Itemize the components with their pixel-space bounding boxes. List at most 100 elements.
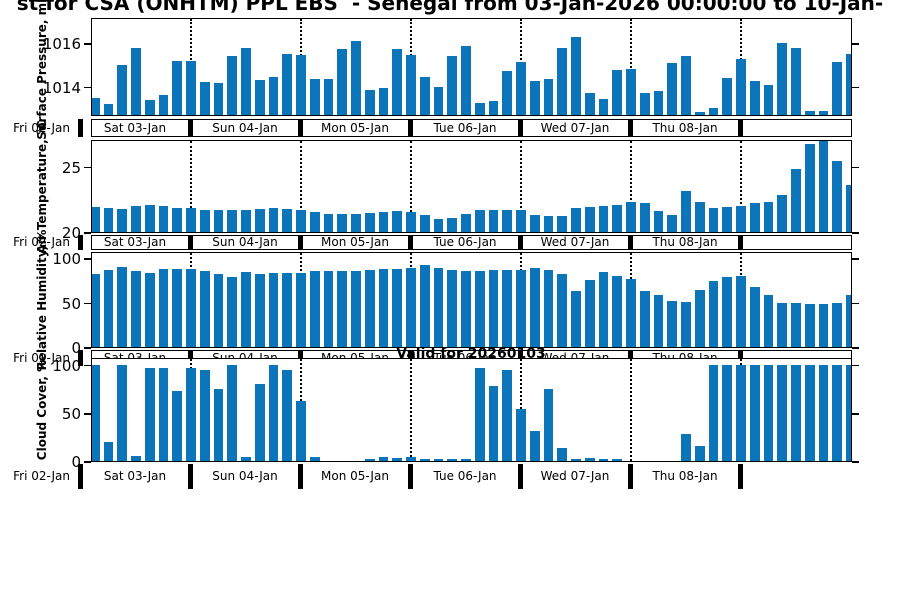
cloud-cover-bar: [254, 383, 265, 461]
surface-pressure-bar: [529, 81, 540, 115]
surface-pressure-bar: [763, 84, 774, 115]
surface-pressure-bar: [502, 71, 513, 115]
air-temperature-bar: [227, 209, 238, 232]
surface-pressure-bar: [708, 108, 719, 115]
cloud-cover-bar: [364, 459, 375, 461]
y-tick-label: 1016: [42, 35, 81, 54]
relative-humidity-bar: [323, 271, 334, 347]
cloud-cover-bar: [144, 367, 155, 461]
day-boundary-tick: [408, 119, 413, 137]
day-boundary-tick: [518, 235, 523, 250]
relative-humidity-bar: [433, 267, 444, 347]
relative-humidity-bar: [419, 265, 430, 347]
relative-humidity-bar: [571, 291, 581, 347]
day-band-label: Thu 08-Jan: [652, 469, 718, 483]
day-boundary-tick: [78, 350, 83, 366]
y-tick-mark: [84, 413, 91, 415]
air-temperature-bar: [639, 203, 650, 232]
y-tick-mark: [84, 232, 91, 234]
cloud-cover-bar: [378, 457, 389, 461]
relative-humidity-bar: [804, 304, 815, 347]
y-tick-mark: [84, 166, 91, 169]
relative-humidity-bar: [846, 294, 851, 347]
surface-pressure-bar: [364, 89, 375, 115]
left-edge-day-label: Fri 02-Jan: [13, 120, 70, 135]
surface-pressure-bar: [557, 47, 568, 115]
y-tick-mark: [84, 43, 91, 45]
cloud-cover-bar: [502, 370, 513, 461]
air-temperature-bar: [667, 214, 678, 232]
surface-pressure-bar: [722, 77, 733, 115]
relative-humidity-bar: [612, 275, 623, 347]
cloud-cover-bar: [529, 431, 540, 461]
day-band-label: Sat 03-Jan: [103, 120, 167, 135]
day-band-label: Sat 03-Jan: [103, 469, 167, 483]
cloud-cover-bar: [433, 459, 444, 461]
relative-humidity-bar: [763, 294, 774, 347]
surface-pressure-bar: [598, 98, 609, 115]
air-temperature-bar: [461, 213, 471, 232]
cloud-cover-bar: [763, 364, 774, 461]
air-temperature-bar: [488, 209, 499, 232]
cloud-cover-bar: [282, 369, 293, 461]
cloud-cover-bar: [612, 459, 623, 461]
cloud-cover-bar: [584, 458, 595, 461]
air-temperature-bar: [804, 144, 815, 232]
day-band-label: Wed 07-Jan: [540, 120, 610, 135]
day-band-box: [91, 235, 852, 250]
air-temperature-bar: [131, 205, 141, 232]
surface-pressure-bar: [103, 104, 114, 115]
y-tick-mark: [852, 258, 859, 260]
day-boundary-tick: [298, 119, 303, 137]
cloud-cover-bar: [516, 409, 526, 461]
day-gridline: [630, 359, 632, 461]
day-boundary-tick: [518, 464, 523, 489]
y-tick-mark: [852, 364, 859, 367]
day-boundary-tick: [298, 235, 303, 250]
surface-pressure-bar: [667, 62, 678, 115]
y-tick-mark: [84, 258, 91, 260]
cloud-cover-bar: [818, 364, 829, 461]
surface-pressure-bar: [804, 110, 815, 115]
air-temperature-bar: [763, 201, 774, 232]
y-tick-mark: [852, 461, 859, 463]
surface-pressure-bar: [213, 83, 224, 115]
cloud-cover-bar: [199, 369, 210, 461]
surface-pressure-bar: [474, 103, 485, 115]
relative-humidity-bar: [447, 269, 458, 347]
cloud-cover-bar: [186, 367, 196, 461]
air-temperature-bar: [364, 213, 375, 232]
relative-humidity-bar: [406, 267, 416, 347]
cloud-cover-bar: [736, 364, 746, 461]
cloud-cover-bar: [749, 364, 760, 461]
air-temperature-bar: [653, 211, 664, 232]
y-tick-label: 0: [71, 339, 81, 357]
surface-pressure-bar: [282, 54, 293, 115]
surface-pressure-bar: [832, 61, 843, 115]
relative-humidity-bar: [474, 271, 485, 347]
relative-humidity-bar: [254, 274, 265, 347]
surface-pressure-bar: [378, 87, 389, 115]
relative-humidity-bar: [667, 300, 678, 347]
surface-pressure-bar: [392, 48, 403, 115]
y-tick-mark: [84, 364, 91, 367]
surface-pressure-bar: [777, 43, 788, 115]
surface-pressure-bar: [584, 93, 595, 115]
air-temperature-bar: [117, 209, 128, 232]
relative-humidity-bar: [392, 268, 403, 347]
relative-humidity-bar: [241, 272, 251, 347]
cloud-cover-bar: [227, 364, 238, 461]
air-temperature-bar: [241, 210, 251, 232]
y-tick-label: 20: [61, 224, 81, 242]
day-boundary-tick: [738, 119, 743, 137]
left-edge-day-label: Fri 02-Jan: [13, 235, 70, 249]
air-temperature-bar: [543, 215, 554, 232]
relative-humidity-bar: [92, 274, 100, 347]
cloud-cover-bar: [832, 364, 843, 461]
surface-pressure-bar: [447, 56, 458, 115]
relative-humidity-bar: [337, 270, 348, 347]
air-temperature-bar: [378, 211, 389, 232]
air-temperature-bar: [296, 209, 306, 232]
surface-pressure-bar: [612, 70, 623, 115]
surface-pressure-bar: [639, 93, 650, 115]
